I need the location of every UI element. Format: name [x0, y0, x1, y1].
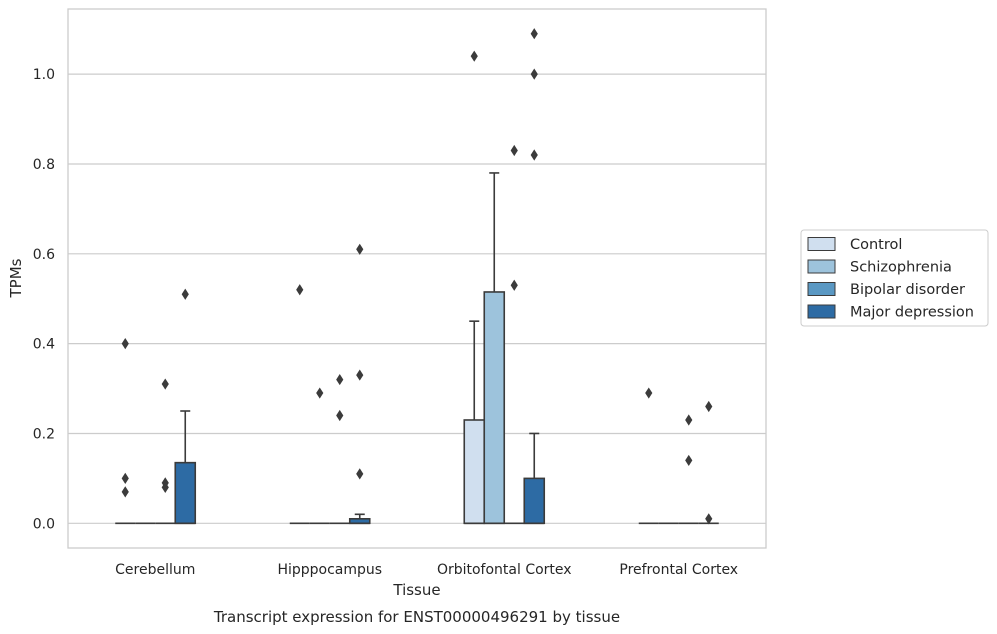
legend: Control Schizophrenia Bipolar disorder Majo… — [800, 229, 989, 327]
legend-item: Schizophrenia — [807, 259, 952, 276]
y-tick-label: 0.0 — [33, 516, 55, 532]
outlier-point — [685, 454, 693, 467]
legend-label: Schizophrenia — [850, 260, 952, 276]
outlier-point — [356, 468, 364, 480]
box-0-3 — [174, 410, 197, 525]
y-tick-label: 1.0 — [33, 67, 55, 83]
outlier-point — [470, 50, 478, 62]
outlier-point — [161, 481, 169, 493]
outlier-point — [510, 144, 518, 157]
y-tick-label: 0.4 — [33, 337, 55, 353]
legend-item: Major depression — [807, 304, 974, 321]
box-2-3 — [523, 432, 546, 525]
outlier-point — [161, 378, 169, 390]
x-tick-label: Prefrontal Cortex — [619, 562, 738, 578]
box-body — [463, 419, 486, 525]
outlier-marks — [121, 28, 713, 525]
x-tick-label: Orbitofontal Cortex — [437, 562, 572, 578]
outlier-point — [356, 369, 364, 381]
legend-label: Control — [850, 237, 902, 253]
y-tick-label: 0.8 — [33, 157, 55, 173]
outlier-point — [645, 387, 653, 399]
box-marks — [115, 172, 719, 525]
x-tick-label: Hipppocampus — [277, 562, 382, 578]
legend-item: Control — [807, 237, 902, 253]
plot-frame — [67, 8, 767, 549]
x-tick-label: Cerebellum — [115, 562, 195, 578]
y-tick-label: 0.2 — [33, 426, 55, 442]
x-axis-label: Tissue — [392, 581, 440, 599]
y-axis-label: TPMs — [7, 258, 25, 298]
y-tick-label: 0.6 — [33, 247, 55, 263]
outlier-point — [705, 400, 713, 413]
chart-caption: Transcript expression for ENST0000049629… — [213, 608, 620, 626]
outlier-point — [316, 387, 324, 399]
grid-lines — [68, 73, 766, 524]
legend-swatch — [807, 282, 836, 296]
legend-label: Bipolar disorder — [850, 282, 965, 298]
outlier-point — [296, 284, 304, 296]
outlier-point — [181, 288, 189, 300]
legend-label: Major depression — [850, 305, 974, 321]
legend-swatch — [807, 304, 836, 319]
box-body — [483, 291, 506, 525]
legend-swatch — [807, 259, 836, 274]
y-tick-labels: 0.0 0.2 0.4 0.6 0.8 1.0 — [33, 67, 55, 532]
legend-item: Bipolar disorder — [807, 282, 965, 298]
outlier-point — [356, 243, 364, 255]
box-2-0 — [463, 320, 486, 525]
legend-frame — [800, 229, 989, 327]
outlier-point — [685, 414, 693, 426]
outlier-point — [530, 28, 538, 40]
outlier-point — [530, 149, 538, 161]
box-body — [174, 461, 197, 525]
x-tick-labels: Cerebellum Hipppocampus Orbitofontal Corte… — [115, 562, 738, 578]
box-1-3 — [348, 513, 371, 525]
outlier-point — [336, 409, 344, 422]
outlier-point — [336, 373, 344, 386]
legend-swatch — [807, 237, 836, 251]
outlier-point — [705, 513, 713, 525]
outlier-point — [530, 68, 538, 80]
box-body — [523, 477, 546, 525]
outlier-point — [510, 279, 518, 291]
outlier-point — [121, 486, 129, 498]
box-2-1 — [483, 172, 506, 525]
outlier-point — [121, 338, 129, 350]
outlier-point — [121, 472, 129, 484]
